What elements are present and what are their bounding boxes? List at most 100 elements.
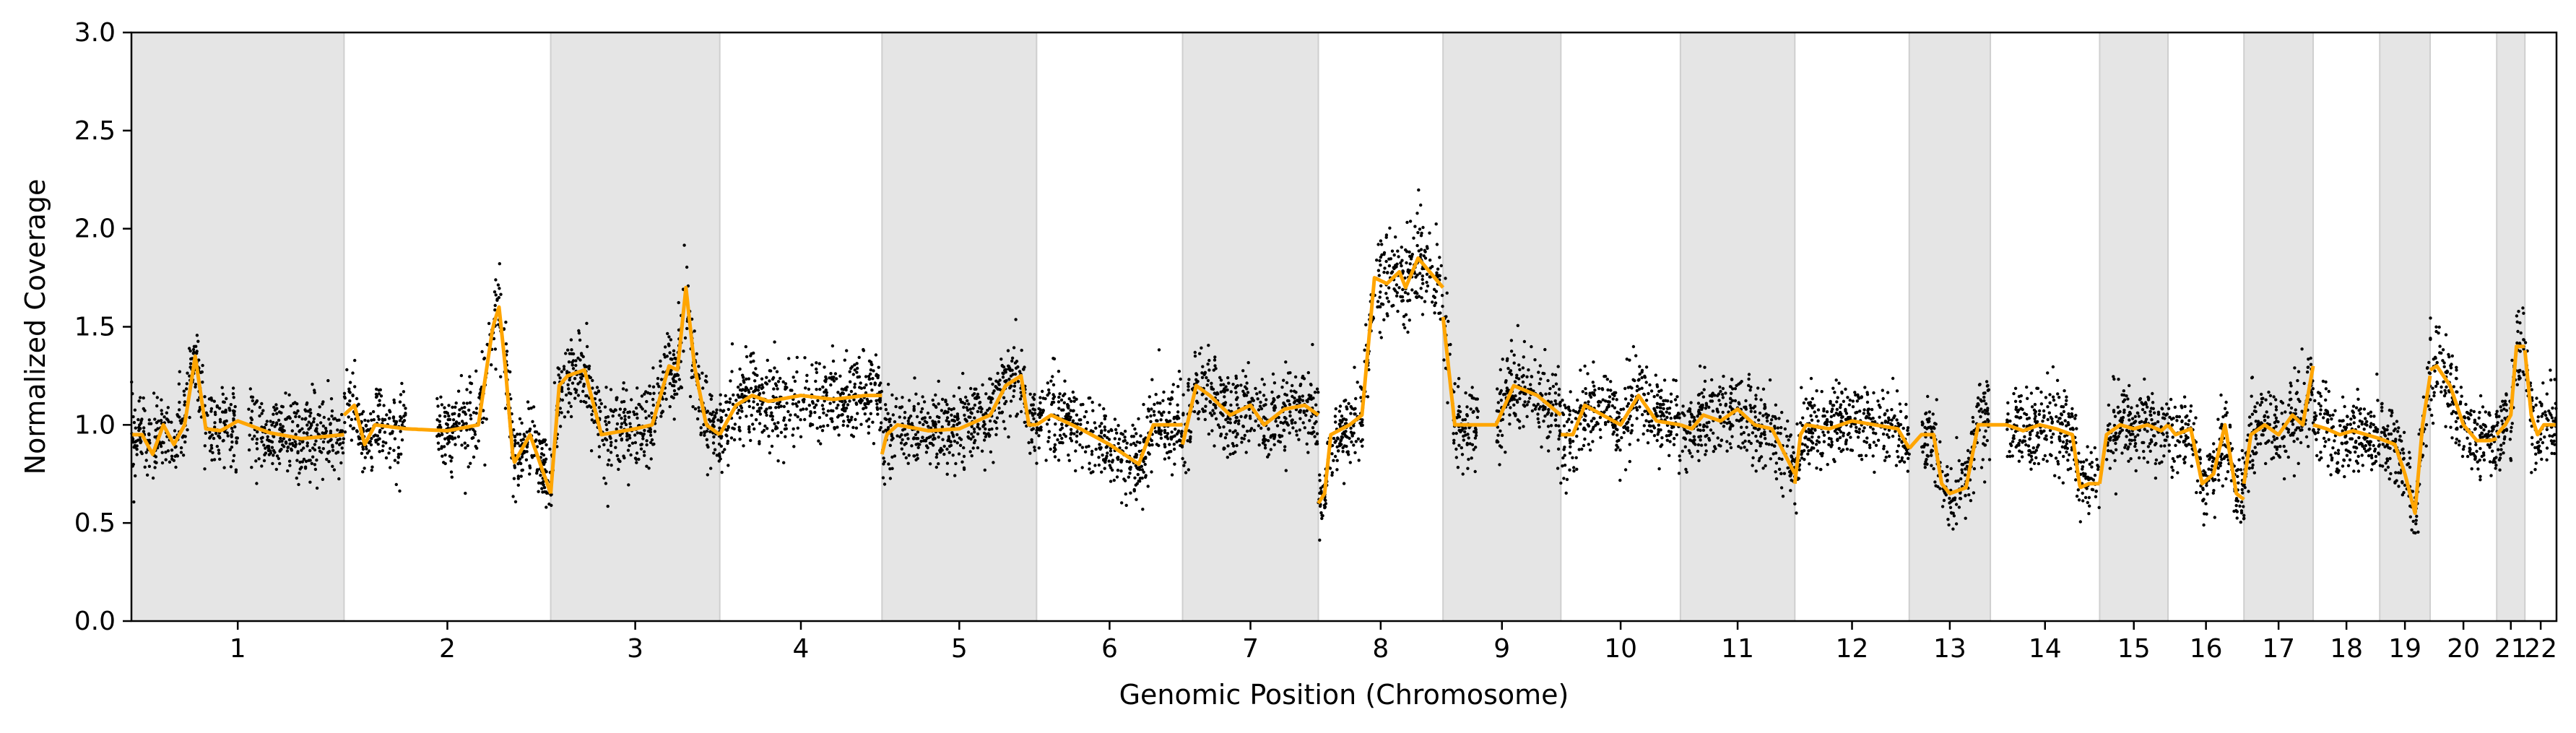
coverage-point	[953, 415, 957, 418]
coverage-point	[1565, 420, 1569, 424]
coverage-point	[381, 444, 385, 448]
coverage-point	[706, 409, 710, 413]
coverage-point	[1012, 384, 1017, 388]
coverage-point	[1361, 438, 1364, 442]
coverage-point	[1553, 399, 1557, 403]
coverage-point	[1614, 448, 1618, 452]
coverage-point	[1079, 422, 1083, 426]
coverage-point	[805, 379, 809, 383]
coverage-point	[1328, 467, 1332, 470]
coverage-point	[1038, 408, 1042, 412]
coverage-point	[1203, 417, 1207, 422]
coverage-point	[1123, 479, 1127, 482]
coverage-point	[1457, 443, 1461, 447]
coverage-point	[978, 406, 981, 410]
coverage-point	[1747, 373, 1751, 376]
coverage-point	[381, 417, 384, 421]
coverage-point	[888, 417, 892, 421]
coverage-point	[670, 357, 674, 361]
coverage-point	[1900, 456, 1904, 460]
coverage-point	[831, 409, 835, 413]
coverage-point	[201, 381, 204, 384]
coverage-point	[1204, 404, 1207, 408]
coverage-point	[615, 428, 618, 431]
coverage-point	[1587, 443, 1590, 446]
coverage-point	[1558, 434, 1561, 438]
coverage-point	[1559, 481, 1563, 485]
points-chr6	[1035, 348, 1184, 511]
coverage-point	[305, 441, 309, 445]
coverage-point	[1561, 399, 1564, 402]
coverage-point	[1751, 464, 1754, 467]
coverage-point	[133, 408, 137, 412]
coverage-point	[1564, 406, 1568, 409]
coverage-point	[690, 376, 693, 379]
coverage-point	[587, 364, 591, 368]
coverage-point	[1060, 436, 1064, 441]
coverage-point	[1433, 311, 1436, 315]
coverage-point	[493, 347, 498, 351]
coverage-point	[393, 459, 397, 462]
coverage-point	[1181, 456, 1184, 461]
coverage-point	[951, 454, 955, 457]
coverage-point	[1133, 427, 1137, 431]
coverage-point	[835, 377, 838, 381]
coverage-point	[1333, 454, 1337, 459]
coverage-point	[463, 405, 467, 409]
coverage-point	[1135, 440, 1140, 444]
coverage-point	[1012, 394, 1015, 399]
coverage-point	[1434, 290, 1439, 293]
coverage-point	[1057, 459, 1061, 462]
coverage-point	[1387, 286, 1391, 290]
coverage-point	[1576, 398, 1579, 402]
coverage-point	[574, 359, 578, 363]
coverage-point	[934, 404, 937, 408]
coverage-point	[1039, 413, 1044, 417]
coverage-point	[581, 389, 585, 394]
coverage-point	[1361, 418, 1364, 422]
coverage-point	[760, 386, 764, 391]
coverage-point	[262, 459, 266, 463]
coverage-point	[1658, 402, 1662, 407]
coverage-point	[1669, 400, 1673, 404]
coverage-point	[828, 376, 831, 380]
coverage-point	[1499, 429, 1502, 433]
coverage-point	[147, 464, 152, 468]
coverage-point	[308, 415, 312, 418]
coverage-point	[348, 381, 352, 384]
coverage-point	[872, 369, 875, 373]
coverage-point	[384, 441, 388, 445]
coverage-point	[1419, 287, 1423, 290]
coverage-point	[846, 418, 850, 422]
coverage-point	[859, 386, 864, 390]
coverage-point	[844, 407, 849, 410]
coverage-point	[402, 390, 406, 394]
coverage-point	[1496, 433, 1500, 437]
coverage-point	[1731, 424, 1735, 428]
coverage-point	[802, 400, 806, 404]
coverage-point	[485, 417, 488, 421]
coverage-point	[1047, 391, 1051, 395]
coverage-point	[851, 435, 856, 438]
coverage-point	[443, 453, 447, 457]
coverage-point	[1205, 397, 1208, 401]
coverage-point	[1425, 280, 1428, 285]
coverage-point	[976, 422, 980, 426]
coverage-point	[539, 481, 543, 485]
coverage-point	[1257, 408, 1261, 412]
coverage-point	[255, 482, 259, 485]
coverage-point	[1623, 397, 1628, 401]
coverage-point	[1188, 440, 1192, 443]
coverage-point	[1693, 418, 1696, 422]
coverage-point	[210, 458, 214, 462]
coverage-point	[1652, 424, 1655, 428]
coverage-point	[1293, 421, 1297, 425]
coverage-point	[513, 438, 517, 443]
coverage-point	[1277, 394, 1281, 399]
coverage-point	[637, 457, 641, 461]
coverage-point	[568, 401, 571, 405]
coverage-point	[947, 407, 951, 411]
coverage-point	[1288, 371, 1292, 375]
coverage-point	[1696, 449, 1700, 454]
coverage-point	[669, 395, 674, 399]
